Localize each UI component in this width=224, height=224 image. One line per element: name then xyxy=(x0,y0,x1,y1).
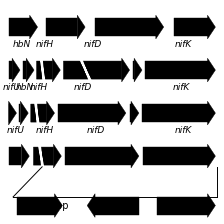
Polygon shape xyxy=(58,104,118,122)
Polygon shape xyxy=(207,15,215,39)
Polygon shape xyxy=(207,144,215,168)
Polygon shape xyxy=(129,104,131,122)
Polygon shape xyxy=(35,104,38,122)
Text: nifH: nifH xyxy=(36,40,54,49)
Polygon shape xyxy=(134,58,142,82)
Text: 9.1 kbp: 9.1 kbp xyxy=(32,201,69,211)
Polygon shape xyxy=(47,101,54,125)
Polygon shape xyxy=(207,58,215,82)
Polygon shape xyxy=(145,61,207,79)
Polygon shape xyxy=(122,58,129,82)
Polygon shape xyxy=(39,147,43,165)
Polygon shape xyxy=(142,104,207,122)
Text: nifH: nifH xyxy=(36,126,54,135)
Polygon shape xyxy=(31,104,38,122)
Text: nifU: nifU xyxy=(7,126,25,135)
Text: hbN: hbN xyxy=(16,83,34,92)
Polygon shape xyxy=(33,147,43,165)
Polygon shape xyxy=(82,61,122,79)
Polygon shape xyxy=(22,144,29,168)
Polygon shape xyxy=(20,101,28,125)
Polygon shape xyxy=(77,15,85,39)
Polygon shape xyxy=(46,18,77,36)
Polygon shape xyxy=(30,15,38,39)
Polygon shape xyxy=(143,147,207,165)
Polygon shape xyxy=(65,147,131,165)
Polygon shape xyxy=(95,18,156,36)
Polygon shape xyxy=(63,61,90,79)
Polygon shape xyxy=(37,61,44,79)
Polygon shape xyxy=(23,61,26,79)
Polygon shape xyxy=(133,61,134,79)
Text: nifD: nifD xyxy=(84,40,102,49)
Polygon shape xyxy=(36,104,47,122)
Polygon shape xyxy=(26,58,34,82)
Polygon shape xyxy=(41,61,52,79)
Polygon shape xyxy=(118,101,126,125)
Polygon shape xyxy=(207,194,215,217)
Polygon shape xyxy=(9,61,12,79)
Text: nifD: nifD xyxy=(73,83,92,92)
Text: nifH: nifH xyxy=(29,83,47,92)
Polygon shape xyxy=(156,15,164,39)
Text: nifK: nifK xyxy=(174,126,192,135)
Text: hbN: hbN xyxy=(13,40,31,49)
Polygon shape xyxy=(19,104,20,122)
Text: nifD: nifD xyxy=(86,126,104,135)
Polygon shape xyxy=(174,18,207,36)
Polygon shape xyxy=(131,101,139,125)
Polygon shape xyxy=(9,18,30,36)
Polygon shape xyxy=(52,58,60,82)
Polygon shape xyxy=(17,196,54,215)
Polygon shape xyxy=(54,144,61,168)
Polygon shape xyxy=(207,101,215,125)
Polygon shape xyxy=(9,147,22,165)
Polygon shape xyxy=(95,196,139,215)
Text: nifU: nifU xyxy=(2,83,20,92)
Polygon shape xyxy=(157,196,207,215)
Polygon shape xyxy=(9,101,17,125)
Polygon shape xyxy=(87,194,95,217)
Polygon shape xyxy=(40,147,54,165)
Polygon shape xyxy=(12,58,20,82)
Polygon shape xyxy=(54,194,62,217)
Polygon shape xyxy=(131,144,139,168)
Polygon shape xyxy=(41,61,44,79)
Text: nifK: nifK xyxy=(174,40,192,49)
Polygon shape xyxy=(81,61,90,79)
Text: nifK: nifK xyxy=(172,83,190,92)
